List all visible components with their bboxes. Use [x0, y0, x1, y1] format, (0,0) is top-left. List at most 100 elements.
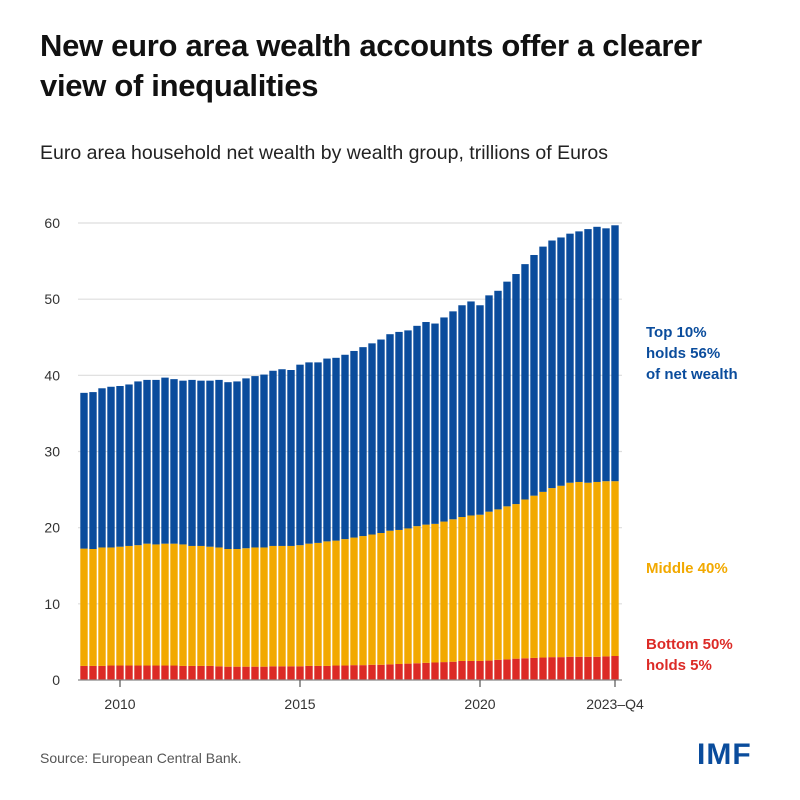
bar-middle-40-: [557, 485, 565, 658]
bar-middle-40-: [188, 545, 196, 666]
bar-top-10-: [422, 322, 430, 525]
bar-bottom-50-: [296, 666, 304, 680]
bar-middle-40-: [503, 506, 511, 660]
chart-title: New euro area wealth accounts offer a cl…: [40, 28, 702, 103]
bar-middle-40-: [296, 545, 304, 667]
bar-bottom-50-: [593, 656, 601, 680]
bar-bottom-50-: [251, 666, 259, 680]
annotation-middle-40: Middle 40%: [646, 558, 728, 579]
bar-bottom-50-: [134, 665, 142, 680]
bar-top-10-: [575, 231, 583, 482]
bar-bottom-50-: [332, 665, 340, 680]
bar-bottom-50-: [350, 665, 358, 680]
bar-middle-40-: [89, 548, 97, 666]
bar-middle-40-: [341, 539, 349, 666]
bar-top-10-: [494, 290, 502, 510]
bar-bottom-50-: [386, 664, 394, 680]
bar-top-10-: [116, 385, 124, 547]
y-tick-label: 60: [44, 215, 60, 231]
bar-top-10-: [485, 295, 493, 512]
bar-middle-40-: [98, 547, 106, 666]
bar-bottom-50-: [467, 660, 475, 680]
bar-middle-40-: [494, 509, 502, 660]
bar-top-10-: [107, 386, 115, 548]
bar-top-10-: [602, 228, 610, 482]
bar-bottom-50-: [422, 662, 430, 680]
imf-logo: IMF: [697, 738, 752, 771]
bar-top-10-: [269, 370, 277, 546]
bar-middle-40-: [521, 499, 529, 659]
y-tick-label: 50: [44, 291, 60, 307]
bar-bottom-50-: [530, 657, 538, 680]
bar-middle-40-: [161, 543, 169, 666]
bar-middle-40-: [107, 547, 115, 666]
bar-middle-40-: [449, 519, 457, 662]
bar-bottom-50-: [143, 665, 151, 680]
y-tick-label: 20: [44, 520, 60, 536]
bar-bottom-50-: [188, 665, 196, 680]
bar-bottom-50-: [458, 660, 466, 680]
bar-bottom-50-: [440, 662, 448, 680]
bar-top-10-: [89, 392, 97, 549]
bar-middle-40-: [440, 521, 448, 663]
bar-middle-40-: [242, 548, 250, 667]
bar-middle-40-: [431, 523, 439, 663]
annotation-line: Top 10%: [646, 324, 707, 341]
bar-bottom-50-: [98, 665, 106, 680]
annotation-line: holds 5%: [646, 657, 712, 674]
bar-top-10-: [179, 380, 187, 545]
bar-top-10-: [188, 379, 196, 546]
bar-top-10-: [539, 246, 547, 492]
bar-middle-40-: [395, 529, 403, 665]
bar-top-10-: [440, 317, 448, 522]
annotation-line: holds 56%: [646, 345, 721, 362]
bar-middle-40-: [278, 545, 286, 667]
bar-top-10-: [197, 380, 205, 546]
bar-bottom-50-: [233, 666, 241, 680]
bar-top-10-: [206, 380, 214, 547]
bar-bottom-50-: [125, 665, 133, 680]
bar-bottom-50-: [476, 660, 484, 680]
y-tick-label: 10: [44, 596, 60, 612]
bar-middle-40-: [467, 515, 475, 661]
x-tick-label: 2023–Q4: [586, 696, 644, 712]
bar-bottom-50-: [548, 657, 556, 680]
bar-middle-40-: [287, 545, 295, 667]
annotation-line: Middle 40%: [646, 560, 728, 577]
bar-middle-40-: [575, 481, 583, 657]
bar-top-10-: [503, 281, 511, 507]
bar-top-10-: [143, 379, 151, 544]
bar-middle-40-: [386, 530, 394, 665]
bar-bottom-50-: [305, 665, 313, 680]
bar-top-10-: [476, 305, 484, 515]
bar-bottom-50-: [215, 666, 223, 680]
bar-middle-40-: [116, 546, 124, 666]
bar-bottom-50-: [206, 665, 214, 680]
bar-middle-40-: [584, 482, 592, 657]
bar-top-10-: [80, 392, 88, 549]
bar-top-10-: [584, 229, 592, 483]
bar-middle-40-: [332, 540, 340, 666]
bar-top-10-: [260, 374, 268, 548]
bar-bottom-50-: [341, 665, 349, 680]
bar-bottom-50-: [89, 665, 97, 680]
bar-middle-40-: [305, 543, 313, 666]
bar-bottom-50-: [179, 665, 187, 680]
bar-top-10-: [278, 369, 286, 546]
bar-top-10-: [386, 334, 394, 531]
bar-bottom-50-: [413, 663, 421, 680]
bar-bottom-50-: [539, 657, 547, 680]
bar-top-10-: [611, 225, 619, 482]
bar-top-10-: [251, 376, 259, 548]
bar-middle-40-: [206, 546, 214, 666]
bar-top-10-: [170, 379, 178, 544]
annotation-line: of net wealth: [646, 366, 738, 383]
bar-bottom-50-: [161, 665, 169, 680]
annotation-line: Bottom 50%: [646, 636, 733, 653]
bar-top-10-: [287, 370, 295, 546]
bar-middle-40-: [143, 543, 151, 666]
bar-bottom-50-: [404, 663, 412, 680]
bar-top-10-: [395, 331, 403, 530]
chart-subtitle: Euro area household net wealth by wealth…: [40, 142, 609, 164]
bar-bottom-50-: [260, 666, 268, 680]
